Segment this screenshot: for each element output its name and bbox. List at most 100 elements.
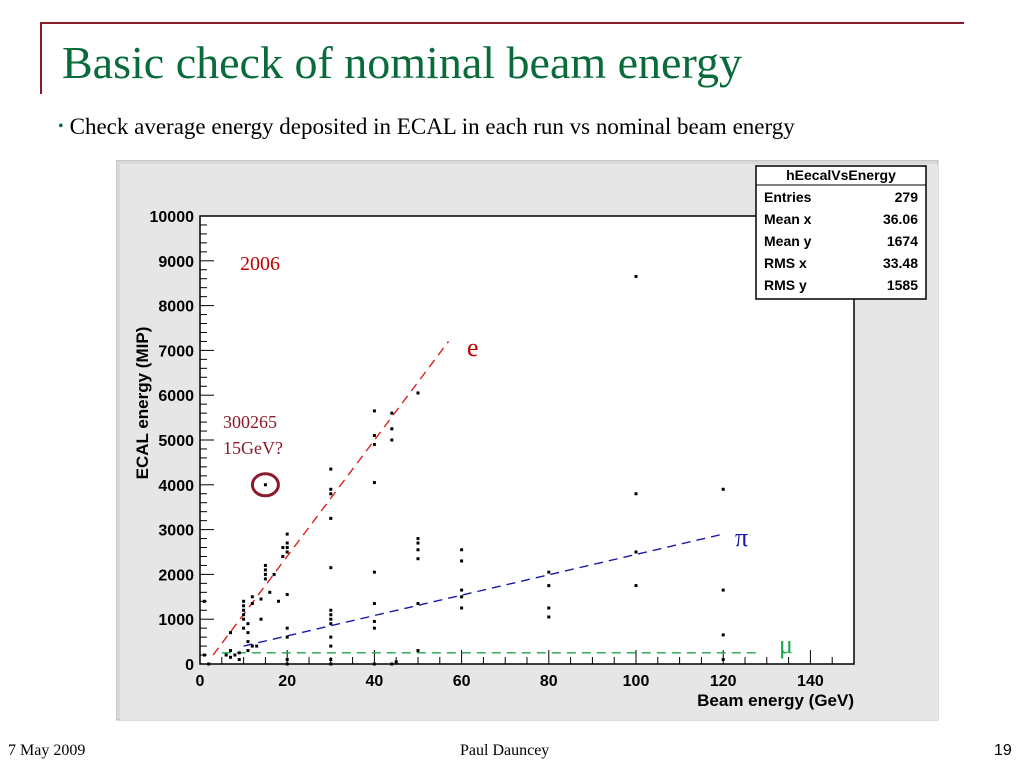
data-point <box>224 653 228 657</box>
data-points-group <box>202 274 725 666</box>
data-point <box>460 595 464 599</box>
data-point <box>272 572 276 576</box>
data-point <box>276 599 280 603</box>
data-point <box>285 635 289 639</box>
muon-line-label: μ <box>779 630 793 659</box>
page-number: 19 <box>994 742 1012 759</box>
data-point <box>229 649 233 653</box>
y-tick-label: 1000 <box>158 612 194 629</box>
y-tick-label: 9000 <box>158 254 194 271</box>
data-point <box>329 635 333 639</box>
highlight-circle <box>250 472 280 498</box>
data-point <box>285 593 289 597</box>
y-tick-label: 8000 <box>158 299 194 316</box>
data-point <box>246 622 250 626</box>
data-point <box>229 655 233 659</box>
data-point <box>634 492 638 496</box>
y-axis-label: ECAL energy (MIP) <box>133 327 152 480</box>
data-point <box>263 568 267 572</box>
title-accent-bar <box>40 22 42 94</box>
data-point <box>246 649 250 653</box>
data-point <box>246 640 250 644</box>
stats-box-frame <box>755 165 927 300</box>
data-point <box>329 566 333 570</box>
data-point <box>233 653 237 657</box>
data-point <box>372 602 376 606</box>
data-point <box>242 599 246 603</box>
footer-author: Paul Dauncey <box>460 742 550 759</box>
year-label: 2006 <box>240 253 280 275</box>
data-point <box>547 570 551 574</box>
data-point <box>285 532 289 536</box>
data-point <box>372 626 376 630</box>
footer-date: 7 May 2009 <box>8 742 86 759</box>
plot-area <box>199 215 855 665</box>
data-point <box>416 541 420 545</box>
bullet-item: • Check average energy deposited in ECAL … <box>58 114 795 140</box>
data-point <box>242 604 246 608</box>
data-point <box>372 481 376 485</box>
data-point <box>372 409 376 413</box>
data-point <box>372 434 376 438</box>
y-tick-label: 5000 <box>158 433 194 450</box>
data-point <box>460 559 464 563</box>
stats-row-value: 1674 <box>887 233 918 249</box>
data-point <box>207 662 211 666</box>
axes-group: 0100020003000400050006000700080009000100… <box>150 209 855 690</box>
y-tick-label: 10000 <box>150 209 195 226</box>
run-note-line2: 15GeV? <box>223 438 283 458</box>
data-point <box>390 438 394 442</box>
data-point <box>285 658 289 662</box>
data-point <box>250 644 254 648</box>
data-point <box>460 548 464 552</box>
data-point <box>250 602 254 606</box>
scatter-chart: 0100020003000400050006000700080009000100… <box>116 160 939 721</box>
data-point <box>281 554 285 558</box>
data-point <box>460 606 464 610</box>
data-point <box>416 557 420 561</box>
data-point <box>242 613 246 617</box>
x-tick-label: 0 <box>196 673 205 690</box>
data-point <box>268 590 272 594</box>
stats-row-label: Entries <box>764 189 812 205</box>
data-point <box>285 626 289 630</box>
y-tick-label: 4000 <box>158 478 194 495</box>
data-point <box>721 658 725 662</box>
data-point <box>202 599 206 603</box>
data-point <box>329 492 333 496</box>
data-point <box>263 577 267 581</box>
x-tick-label: 60 <box>453 673 471 690</box>
bullet-dot-icon: • <box>58 118 64 135</box>
data-point <box>547 606 551 610</box>
stats-rows: Entries 279 Mean x 36.06 Mean y 1674 RMS x 33.4… <box>764 189 918 293</box>
bullet-text: Check average energy deposited in ECAL i… <box>69 114 795 139</box>
stats-row-value: 33.48 <box>883 255 918 271</box>
data-point <box>285 550 289 554</box>
x-tick-label: 140 <box>797 673 824 690</box>
data-point <box>547 584 551 588</box>
data-point <box>242 608 246 612</box>
data-point <box>372 662 376 666</box>
stats-box: hEecalVsEnergy Entries 279 Mean x 36.06 Mean… <box>755 165 927 300</box>
data-point <box>547 615 551 619</box>
data-point <box>329 658 333 662</box>
stats-row-label: Mean x <box>764 211 812 227</box>
data-point <box>229 631 233 635</box>
stats-row-value: 279 <box>895 189 919 205</box>
data-point <box>416 391 420 395</box>
run-note-line1: 300265 <box>223 412 277 432</box>
data-point <box>634 584 638 588</box>
x-tick-label: 40 <box>366 673 384 690</box>
y-tick-label: 3000 <box>158 523 194 540</box>
data-point <box>416 548 420 552</box>
stats-row-label: Mean y <box>764 233 812 249</box>
data-point <box>255 644 259 648</box>
data-point <box>202 653 206 657</box>
data-point <box>285 541 289 545</box>
data-point <box>242 626 246 630</box>
data-point <box>329 608 333 612</box>
data-point <box>390 411 394 415</box>
data-point <box>237 658 241 662</box>
y-tick-label: 6000 <box>158 388 194 405</box>
data-point <box>285 662 289 666</box>
